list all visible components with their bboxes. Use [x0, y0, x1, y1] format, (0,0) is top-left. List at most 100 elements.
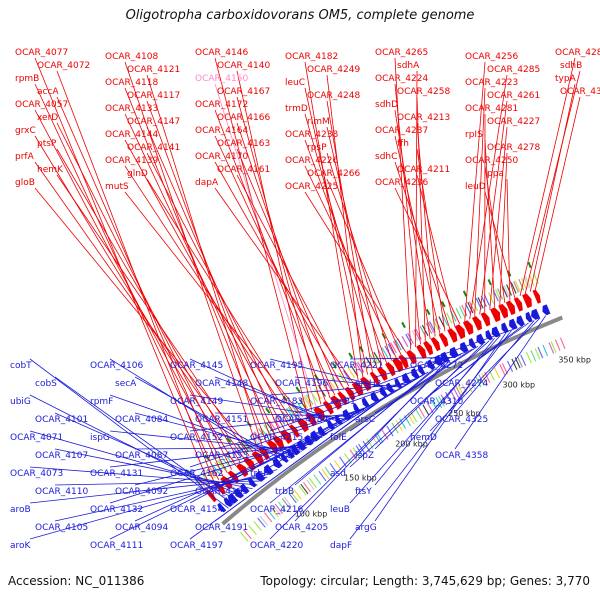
genome-summary: Topology: circular; Length: 3,745,629 bp…: [260, 574, 590, 588]
gene-label: sdhB: [560, 61, 582, 71]
feature-block: [422, 404, 430, 416]
genome-backbone: [221, 315, 564, 526]
feature-block: [514, 357, 521, 369]
feature-block: [208, 466, 218, 477]
gene-leader-line: [214, 135, 336, 396]
gene-label: OCAR_4147: [127, 117, 180, 127]
forward-gene-arrow: [532, 289, 541, 304]
gene-leader-line: [529, 83, 576, 292]
gene-label: leuD: [465, 182, 486, 192]
feature-block: [270, 507, 279, 518]
gene-leader-line: [109, 429, 333, 540]
backbone-layer: [221, 315, 564, 526]
gene-leader-line: [189, 399, 380, 504]
gene-leader-line: [349, 335, 501, 504]
gene-label: arsC: [355, 415, 375, 425]
feature-block: [435, 397, 443, 409]
feature-block: [267, 509, 276, 520]
feature-block: [403, 415, 412, 427]
gene-label: OCAR_4325: [435, 415, 488, 425]
gene-label: leuB: [330, 505, 350, 515]
forward-gene-arrow: [423, 341, 434, 356]
gene-label: folE: [330, 433, 347, 443]
gene-leader-line: [124, 139, 285, 430]
gene-leader-line: [109, 358, 283, 467]
feature-block: [296, 401, 304, 412]
scale-tick-label: 300 kbp: [503, 381, 536, 390]
feature-block: [318, 470, 327, 482]
gene-label: sdhD: [375, 100, 398, 110]
gene-label: sdhA: [397, 61, 420, 71]
gene-label: OCAR_4072: [37, 61, 90, 71]
forward-gene-arrow: [351, 381, 364, 397]
reverse-gene-arrow: [501, 322, 509, 334]
gene-label: OCAR_4151: [195, 415, 248, 425]
gene-leader-line: [29, 358, 229, 509]
gene-label: OCAR_4152: [170, 433, 223, 443]
feature-block: [501, 286, 508, 298]
accession-label: Accession: NC_011386: [8, 574, 145, 588]
scale-tick-label: 100 kbp: [295, 510, 328, 519]
feature-block: [259, 426, 268, 438]
gene-leader-line: [534, 96, 581, 290]
gene-leader-line: [484, 191, 516, 299]
feature-block: [373, 351, 381, 363]
feature-block: [290, 491, 299, 502]
reverse-gene-arrow: [460, 341, 469, 353]
feature-block: [376, 432, 384, 443]
gene-leader-line: [189, 412, 359, 432]
gene-leader-line: [416, 174, 456, 327]
feature-block: [306, 479, 315, 490]
gene-leader-line: [374, 354, 462, 378]
gene-label: dapF: [330, 541, 352, 551]
gene-leader-line: [124, 165, 294, 424]
feature-block: [288, 492, 297, 504]
gene-label: OCAR_4215: [250, 433, 303, 443]
gene-label: asd: [330, 469, 346, 479]
marker-tick: [226, 437, 232, 443]
gene-label: OCAR_4101: [35, 415, 88, 425]
feature-block: [401, 335, 409, 347]
gene-leader-line: [189, 406, 370, 468]
feature-block: [391, 422, 399, 434]
gene-leader-line: [214, 161, 345, 390]
feature-block: [499, 364, 506, 376]
feature-block: [357, 361, 365, 373]
forward-gene-arrow: [430, 337, 441, 352]
forward-gene-arrow: [454, 324, 466, 340]
forward-gene-arrow: [296, 417, 309, 433]
feature-block: [528, 274, 535, 287]
gene-label: OCAR_4144: [105, 130, 158, 140]
gene-label: ppa: [487, 169, 504, 179]
scale-tick-label: 200 kbp: [395, 440, 428, 449]
gene-leader-line: [214, 187, 354, 384]
feature-block: [449, 389, 457, 401]
feature-block: [257, 517, 266, 528]
gene-label: OCAR_4213: [397, 113, 450, 123]
gene-label: OCAR_4226: [285, 156, 338, 166]
marker-tick: [527, 261, 532, 269]
feature-block: [445, 312, 453, 324]
gene-label: hemD: [410, 433, 437, 443]
gene-label: OCAR_4057: [15, 100, 68, 110]
gene-label: OCAR_4238: [285, 130, 338, 140]
forward-gene-arrow: [505, 300, 516, 316]
gene-leader-line: [269, 371, 429, 468]
gene-label: OCAR_4148: [195, 379, 248, 389]
gene-label: arsH2: [355, 379, 381, 389]
gene-label: OCAR_4358: [435, 451, 488, 461]
forward-gene-arrow: [392, 357, 404, 373]
reverse-gene-arrow: [509, 318, 518, 330]
gene-label: ffh: [397, 139, 409, 149]
gene-label: argG: [355, 523, 377, 533]
feature-block: [321, 468, 330, 480]
forward-gene-arrow: [337, 391, 348, 406]
gene-label: OCAR_4211: [397, 165, 450, 175]
reverse-gene-arrow: [516, 315, 525, 327]
forward-gene-arrow: [472, 316, 482, 331]
feature-block: [240, 531, 249, 542]
gene-leader-line: [519, 57, 576, 297]
feature-block: [328, 379, 336, 391]
gene-leader-line: [304, 191, 407, 353]
gene-leader-line: [269, 359, 451, 540]
